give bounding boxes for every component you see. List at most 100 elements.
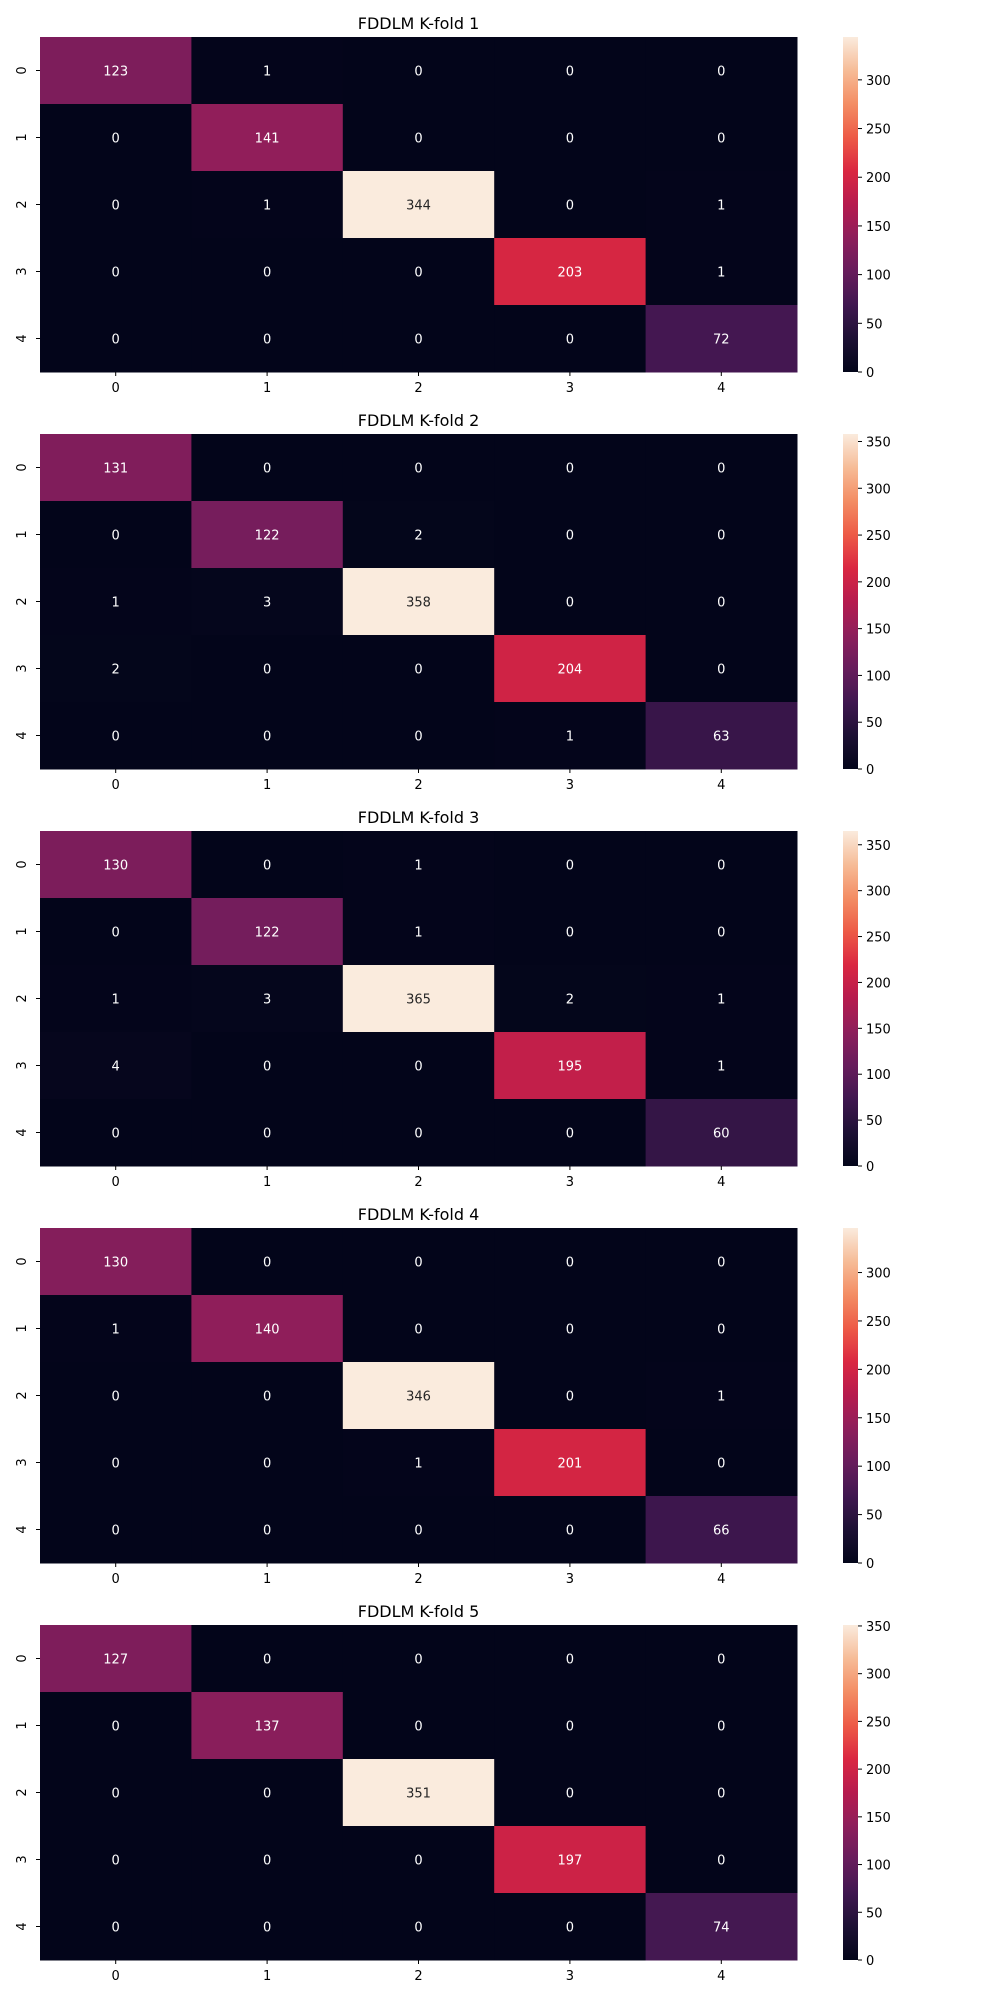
heatmap-cell (40, 104, 192, 172)
heatmap-cell (494, 831, 647, 899)
heatmap-cell (342, 1295, 495, 1363)
chart-title: FDDLM K-fold 4 (358, 1205, 480, 1224)
heatmap-cell (191, 1826, 344, 1894)
heatmap-cell (191, 635, 344, 703)
heatmap-cell (494, 1826, 647, 1894)
colorbar-tick-label: 300 (866, 482, 891, 497)
heatmap-cell (40, 1362, 192, 1430)
heatmap-cell (342, 1496, 495, 1564)
x-tick-label: 4 (717, 1572, 725, 1587)
heatmap-cell (191, 965, 344, 1033)
cell-value-label: 0 (263, 663, 271, 678)
heatmap-cell (494, 238, 647, 306)
cell-value-label: 0 (414, 1854, 422, 1869)
cell-value-label: 365 (406, 993, 431, 1008)
colorbar-tick-label: 0 (866, 1557, 874, 1572)
heatmap-cell (40, 1496, 192, 1564)
x-tick-label: 0 (112, 1572, 120, 1587)
colorbar-tick-label: 250 (866, 1715, 891, 1730)
heatmap-cell (645, 1826, 798, 1894)
cell-value-label: 1 (414, 859, 422, 874)
cell-value-label: 0 (414, 266, 422, 281)
heatmap-cell (494, 1893, 647, 1961)
chart-title: FDDLM K-fold 3 (358, 808, 480, 827)
x-tick-label: 1 (263, 1572, 271, 1587)
colorbar-tick-label: 50 (866, 317, 883, 332)
cell-value-label: 0 (566, 859, 574, 874)
y-tick-label: 2 (15, 200, 30, 208)
heatmap-cell (494, 1362, 647, 1430)
cell-value-label: 0 (566, 1256, 574, 1271)
cell-value-label: 0 (112, 926, 120, 941)
heatmap-cell (494, 1429, 647, 1497)
colorbar-tick-label: 0 (866, 763, 874, 778)
cell-value-label: 0 (717, 859, 725, 874)
cell-value-label: 1 (112, 993, 120, 1008)
colorbar-tick-label: 0 (866, 1160, 874, 1175)
heatmap-cell (494, 1759, 647, 1827)
y-tick-label: 3 (15, 1458, 30, 1466)
heatmap-panel-5: FDDLM K-fold 5 127 0 0 0 0 0 137 0 0 0 0 0 351 0 0 0 0 0 19… (15, 1602, 891, 1984)
heatmap-cell (191, 1429, 344, 1497)
y-tick-label: 1 (15, 530, 30, 538)
cell-value-label: 0 (414, 1921, 422, 1936)
x-tick-label: 0 (112, 1969, 120, 1984)
cell-value-label: 0 (263, 1457, 271, 1472)
cell-value-label: 0 (112, 1921, 120, 1936)
cell-value-label: 0 (112, 1457, 120, 1472)
cell-value-label: 0 (112, 529, 120, 544)
heatmap-cell (494, 1295, 647, 1363)
heatmap-cell (40, 1893, 192, 1961)
heatmap-cell (645, 568, 798, 636)
colorbar-tick-label: 200 (866, 1363, 891, 1378)
heatmap-cell (191, 1362, 344, 1430)
heatmap-cell (40, 702, 192, 770)
heatmap-cell (40, 635, 192, 703)
x-tick-label: 3 (566, 778, 574, 793)
colorbar-tick-label: 0 (866, 366, 874, 381)
heatmap-cell (191, 1759, 344, 1827)
heatmap-cell (191, 501, 344, 569)
colorbar-tick-label: 350 (866, 435, 891, 450)
x-tick-label: 2 (414, 1969, 422, 1984)
cell-value-label: 3 (263, 596, 271, 611)
colorbar-tick-label: 300 (866, 1267, 891, 1282)
cell-value-label: 1 (717, 1060, 725, 1075)
y-tick-label: 4 (15, 1128, 30, 1136)
heatmap-cell (342, 568, 495, 636)
heatmap-cell (342, 1032, 495, 1100)
cell-value-label: 0 (263, 1127, 271, 1142)
cell-value-label: 0 (414, 1060, 422, 1075)
colorbar-tick-label: 50 (866, 716, 883, 731)
cell-value-label: 0 (717, 596, 725, 611)
heatmap-cell (342, 501, 495, 569)
y-tick-label: 2 (15, 597, 30, 605)
colorbar-tick-label: 250 (866, 529, 891, 544)
x-tick-label: 3 (566, 381, 574, 396)
y-tick-label: 3 (15, 1855, 30, 1863)
colorbar-tick-label: 300 (866, 1668, 891, 1683)
cell-value-label: 0 (414, 1524, 422, 1539)
heatmap-cell (645, 1362, 798, 1430)
cell-value-label: 0 (566, 1653, 574, 1668)
colorbar (843, 37, 858, 372)
x-tick-label: 3 (566, 1175, 574, 1190)
y-tick-label: 0 (15, 66, 30, 74)
heatmap-cell (645, 1295, 798, 1363)
cell-value-label: 0 (112, 1720, 120, 1735)
cell-value-label: 1 (717, 199, 725, 214)
cell-value-label: 0 (717, 462, 725, 477)
cell-value-label: 0 (263, 730, 271, 745)
cell-value-label: 0 (414, 462, 422, 477)
cell-value-label: 1 (717, 266, 725, 281)
cell-value-label: 0 (112, 333, 120, 348)
colorbar-tick-label: 250 (866, 1315, 891, 1330)
colorbar-tick-label: 100 (866, 1068, 891, 1083)
heatmap-cell (191, 1625, 344, 1693)
y-tick-label: 0 (15, 1654, 30, 1662)
heatmap-cell (191, 37, 344, 105)
cell-value-label: 195 (557, 1060, 582, 1075)
